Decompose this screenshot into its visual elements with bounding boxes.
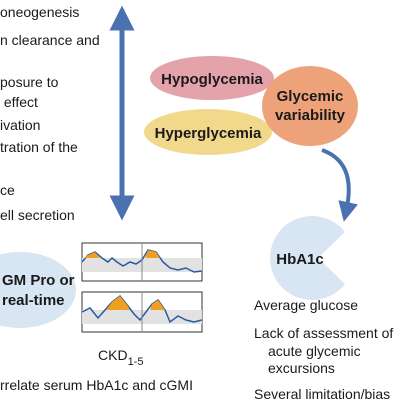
left-line: effect (0, 94, 38, 110)
hba1c-shape (270, 215, 345, 300)
variability-label: variability (275, 107, 346, 124)
cgm-label: GM Pro or (2, 272, 75, 289)
curved-arrow (321, 148, 358, 222)
hyper-label: Hyperglycemia (155, 125, 262, 142)
excursion (106, 296, 165, 310)
hypo-label: Hypoglycemia (161, 71, 263, 88)
hba1c-label: HbA1c (276, 251, 324, 268)
note: Lack of assessment of (254, 325, 393, 341)
mini-chart (81, 242, 203, 282)
variability-ellipse (262, 66, 358, 146)
cgm-label: real-time (2, 292, 65, 309)
left-line: ce (0, 182, 15, 198)
ckd-subscript: 1-5 (128, 356, 144, 368)
note: Several limitation/bias (254, 386, 390, 400)
mini-chart (81, 291, 203, 333)
note: acute glycemic (268, 343, 361, 359)
note: Average glucose (254, 297, 358, 313)
trace (81, 249, 203, 273)
ckd-text: CKD (98, 347, 128, 363)
variability-label: Glycemic (277, 88, 344, 105)
left-line: posure to (0, 74, 59, 90)
left-line: ivation (0, 117, 40, 133)
left-line: tration of the (0, 139, 78, 155)
hypo-ellipse (150, 56, 274, 100)
cgm-ellipse (0, 252, 76, 328)
left-line: ell secretion (0, 207, 75, 223)
left-line: n clearance and (0, 32, 100, 48)
ckd-label: CKD1-5 (98, 347, 143, 368)
excursion (84, 250, 160, 258)
trace (81, 294, 203, 324)
hyper-ellipse (144, 109, 272, 155)
footer: rrelate serum HbA1c and cGMI (0, 377, 193, 393)
left-line: oneogenesis (0, 4, 79, 20)
left-text: oneogenesis n clearance and posure to ef… (0, 4, 100, 223)
note: excursions (268, 360, 335, 376)
